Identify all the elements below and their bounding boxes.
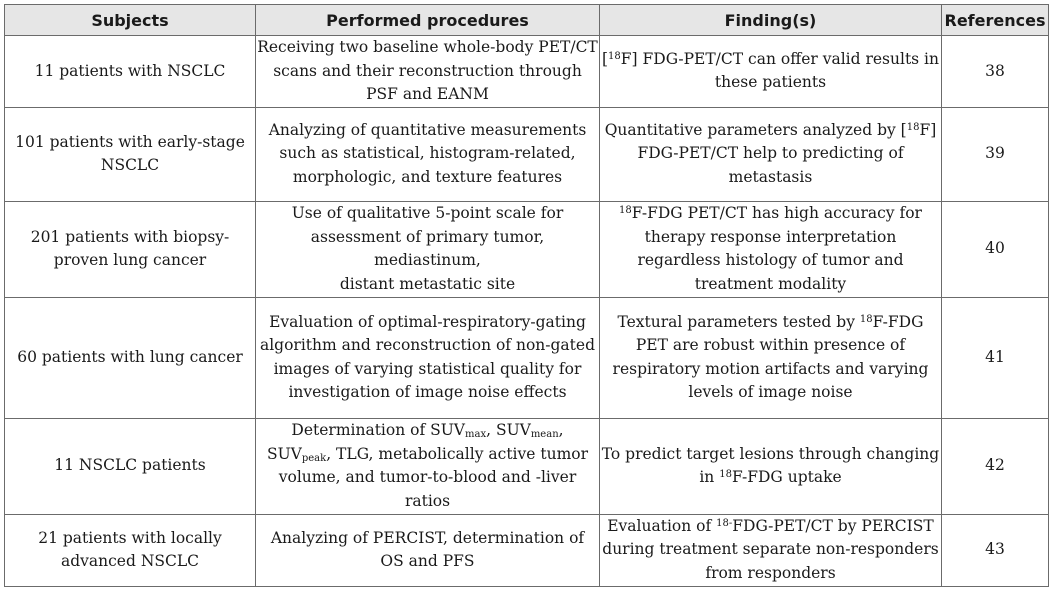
procedures-cell: Determination of SUVmax, SUVmean, SUVpea… bbox=[255, 417, 600, 515]
procedures-cell: Use of qualitative 5-point scale for ass… bbox=[255, 200, 600, 298]
reference-cell: 40 bbox=[941, 200, 1049, 298]
subjects-cell: 11 patients with NSCLC bbox=[4, 35, 256, 108]
header-procedures: Performed procedures bbox=[255, 4, 600, 36]
isotope-superscript: 18 bbox=[859, 313, 873, 325]
table-row: 11 NSCLC patients Determination of SUVma… bbox=[4, 417, 1049, 515]
findings-cell: To predict target lesions through changi… bbox=[599, 417, 942, 515]
findings-cell: 18F-FDG PET/CT has high accuracy for the… bbox=[599, 200, 942, 298]
subscript: peak bbox=[301, 452, 327, 464]
findings-cell: [18F] FDG-PET/CT can offer valid results… bbox=[599, 35, 942, 108]
procedure-text: , TLG, metabolically active tumor volume… bbox=[278, 444, 589, 510]
procedures-cell: Analyzing of PERCIST, determination of O… bbox=[255, 513, 600, 587]
isotope-superscript: 18 bbox=[906, 121, 920, 133]
subjects-cell: 21 patients with locally advanced NSCLC bbox=[4, 513, 256, 587]
finding-text: To predict target lesions through changi… bbox=[601, 444, 940, 463]
subjects-cell: 60 patients with lung cancer bbox=[4, 296, 256, 419]
finding-text: F-FDG PET/CT has high accuracy for thera… bbox=[631, 204, 922, 293]
reference-cell: 38 bbox=[941, 35, 1049, 108]
procedures-cell: Analyzing of quantitative measurements s… bbox=[255, 106, 600, 202]
finding-text: F] FDG-PET/CT help to predicting of meta… bbox=[637, 120, 937, 186]
findings-cell: Evaluation of 18-FDG-PET/CT by PERCIST d… bbox=[599, 513, 942, 587]
isotope-superscript: 18 bbox=[608, 50, 621, 62]
reference-cell: 43 bbox=[941, 513, 1049, 587]
finding-text: F-FDG PET are robust within presence of … bbox=[612, 312, 929, 402]
header-findings: Finding(s) bbox=[599, 4, 942, 36]
procedures-cell: Evaluation of optimal-respiratory-gating… bbox=[255, 296, 600, 419]
isotope-superscript: 18 bbox=[719, 469, 732, 480]
header-subjects: Subjects bbox=[4, 4, 256, 36]
finding-text: FDG-PET/CT by PERCIST during treatment s… bbox=[602, 516, 939, 582]
finding-text: in bbox=[699, 468, 720, 486]
procedure-text: , SUV bbox=[486, 421, 531, 439]
finding-text: F] FDG-PET/CT can offer valid results in… bbox=[620, 49, 940, 92]
subjects-cell: 11 NSCLC patients bbox=[4, 417, 256, 515]
finding-text: Evaluation of bbox=[607, 516, 717, 535]
table-row: 101 patients with early-stage NSCLC Anal… bbox=[4, 106, 1049, 202]
finding-text: Textural parameters tested by bbox=[617, 312, 860, 331]
table-row: 201 patients with biopsy-proven lung can… bbox=[4, 200, 1049, 298]
subscript: max bbox=[465, 429, 487, 440]
finding-text: F-FDG uptake bbox=[731, 468, 842, 486]
subjects-cell: 201 patients with biopsy-proven lung can… bbox=[4, 200, 256, 298]
findings-cell: Textural parameters tested by 18F-FDG PE… bbox=[599, 296, 942, 419]
procedure-text: Use of qualitative 5-point scale for ass… bbox=[291, 204, 564, 269]
isotope-superscript: 18 bbox=[619, 205, 632, 216]
procedure-text: , SUV bbox=[266, 421, 564, 463]
reference-cell: 41 bbox=[941, 296, 1049, 419]
header-row: Subjects Performed procedures Finding(s)… bbox=[4, 4, 1049, 36]
reference-cell: 39 bbox=[941, 106, 1049, 202]
finding-text: [ bbox=[601, 49, 609, 68]
header-references: References bbox=[941, 4, 1049, 36]
procedures-cell: Receiving two baseline whole-body PET/CT… bbox=[255, 35, 600, 108]
finding-text: Quantitative parameters analyzed by [ bbox=[604, 120, 907, 139]
procedure-text: Determination of SUV bbox=[291, 421, 465, 439]
literature-table: Subjects Performed procedures Finding(s)… bbox=[4, 4, 1049, 587]
subjects-cell: 101 patients with early-stage NSCLC bbox=[4, 106, 256, 202]
reference-cell: 42 bbox=[941, 417, 1049, 515]
findings-cell: Quantitative parameters analyzed by [18F… bbox=[599, 106, 942, 202]
table-row: 11 patients with NSCLC Receiving two bas… bbox=[4, 35, 1049, 108]
subscript: mean bbox=[530, 429, 559, 440]
procedure-text: distant metastatic site bbox=[339, 274, 516, 293]
isotope-superscript: 18- bbox=[716, 517, 733, 529]
table-row: 60 patients with lung cancer Evaluation … bbox=[4, 296, 1049, 419]
table-row: 21 patients with locally advanced NSCLC … bbox=[4, 513, 1049, 587]
